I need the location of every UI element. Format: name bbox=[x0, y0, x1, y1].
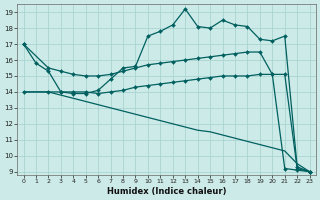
X-axis label: Humidex (Indice chaleur): Humidex (Indice chaleur) bbox=[107, 187, 226, 196]
